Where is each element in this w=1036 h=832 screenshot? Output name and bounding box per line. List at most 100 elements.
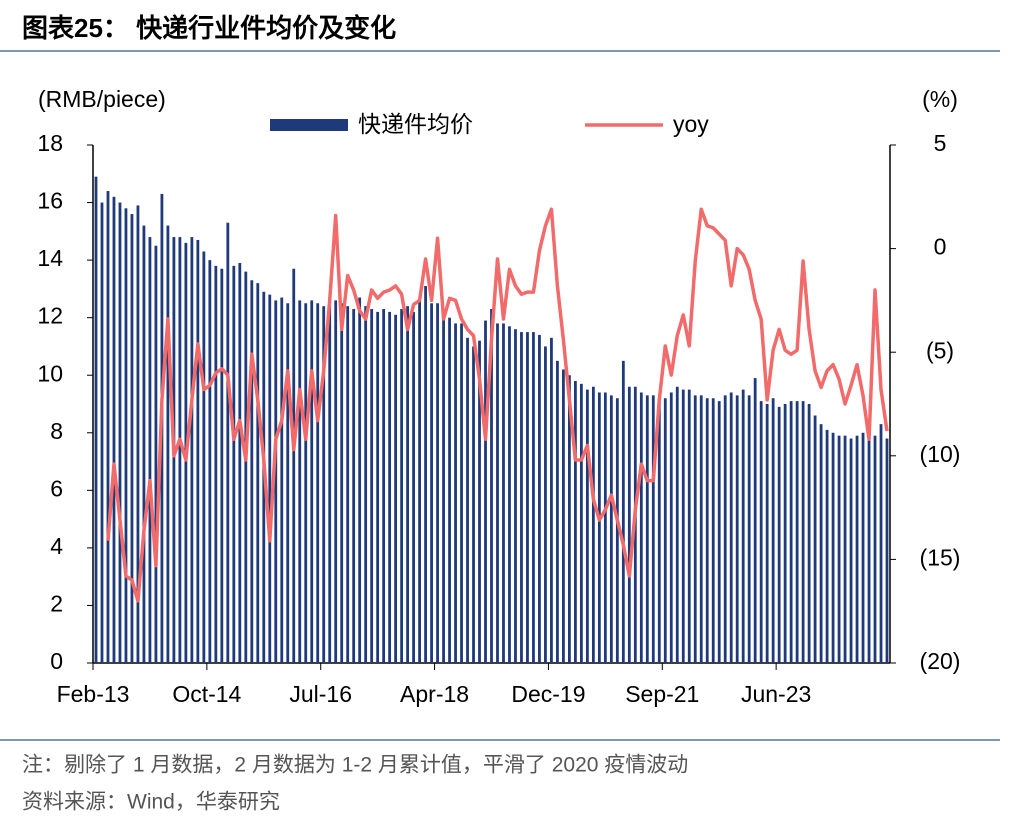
- bar: [813, 415, 817, 663]
- legend-label: yoy: [673, 111, 709, 137]
- bar: [346, 306, 350, 663]
- bar: [298, 300, 302, 663]
- bar: [831, 432, 835, 663]
- x-tick-label: Sep-21: [625, 681, 699, 707]
- bar: [867, 432, 871, 663]
- bar: [795, 401, 799, 663]
- bar: [256, 283, 260, 663]
- bar: [376, 311, 380, 663]
- bar: [735, 395, 739, 663]
- bar: [699, 395, 703, 663]
- bar: [400, 309, 404, 663]
- bar: [526, 332, 529, 663]
- bar: [645, 395, 649, 663]
- bar: [741, 389, 745, 663]
- bar: [514, 329, 517, 663]
- y2-tick-label: (15): [920, 544, 961, 570]
- bar: [232, 265, 236, 663]
- bar: [747, 395, 751, 663]
- bar: [639, 392, 643, 663]
- bar: [370, 309, 374, 663]
- bar: [556, 360, 559, 663]
- y-tick-label: 10: [37, 360, 63, 386]
- bar: [861, 432, 865, 663]
- bar: [562, 369, 565, 663]
- bar: [388, 311, 392, 663]
- bar: [651, 395, 655, 663]
- x-tick-label: Jun-23: [741, 681, 811, 707]
- bar: [544, 346, 547, 663]
- bar: [687, 389, 691, 663]
- bar: [855, 435, 859, 663]
- bar: [250, 280, 254, 663]
- bar: [675, 386, 679, 663]
- bar: [112, 196, 116, 664]
- bar: [202, 251, 206, 663]
- bar: [484, 320, 487, 663]
- bar: [340, 303, 344, 663]
- bar: [621, 360, 625, 663]
- y-axis-label: (RMB/piece): [38, 86, 166, 112]
- bar: [849, 438, 853, 663]
- bar: [178, 237, 182, 664]
- bar: [322, 306, 326, 663]
- bar: [711, 398, 715, 663]
- bar: [124, 208, 128, 664]
- bar: [729, 392, 733, 663]
- bar: [573, 380, 577, 663]
- chart-title: 图表25： 快递行业件均价及变化: [22, 13, 396, 43]
- bar: [478, 340, 481, 663]
- bar: [753, 378, 757, 663]
- bar: [472, 346, 475, 663]
- bar: [496, 323, 499, 663]
- bar: [669, 392, 673, 663]
- y-tick-label: 2: [50, 591, 63, 617]
- bar: [627, 386, 631, 663]
- y2-axis-label: (%): [922, 86, 958, 112]
- bar: [364, 306, 368, 663]
- bar: [885, 438, 889, 663]
- bar: [208, 260, 212, 663]
- x-tick-label: Dec-19: [511, 681, 585, 707]
- y-tick-label: 14: [37, 245, 63, 271]
- bar: [825, 429, 829, 663]
- y2-tick-label: 5: [934, 130, 947, 156]
- bar: [490, 309, 493, 663]
- bar: [214, 265, 218, 663]
- bar: [807, 404, 811, 663]
- bar: [568, 375, 571, 663]
- bar: [244, 271, 248, 663]
- bar: [585, 389, 589, 663]
- bar: [717, 401, 721, 663]
- bar: [442, 311, 445, 663]
- bar: [502, 323, 505, 663]
- bar: [220, 268, 224, 663]
- bar: [520, 332, 523, 663]
- bar: [615, 398, 619, 663]
- bar: [358, 297, 362, 663]
- bar: [843, 435, 847, 663]
- y2-tick-label: 0: [934, 234, 947, 260]
- bar: [532, 332, 535, 663]
- bar: [310, 300, 314, 663]
- bar: [352, 309, 356, 663]
- bar: [406, 306, 410, 663]
- bar: [436, 303, 439, 663]
- bar: [418, 300, 421, 663]
- bar: [693, 395, 697, 663]
- y-tick-label: 16: [37, 188, 63, 214]
- bar: [238, 262, 242, 663]
- bar: [412, 311, 415, 663]
- bar: [292, 268, 296, 663]
- source: 资料来源：Wind，华泰研究: [22, 791, 280, 814]
- bar: [286, 303, 290, 663]
- bar: [100, 202, 104, 664]
- bar: [538, 334, 541, 663]
- bar: [448, 317, 451, 663]
- bar: [466, 337, 469, 663]
- bar: [873, 435, 877, 663]
- bar: [190, 237, 194, 664]
- x-tick-label: Oct-14: [172, 681, 241, 707]
- y-tick-label: 18: [37, 130, 63, 156]
- bar: [148, 237, 152, 664]
